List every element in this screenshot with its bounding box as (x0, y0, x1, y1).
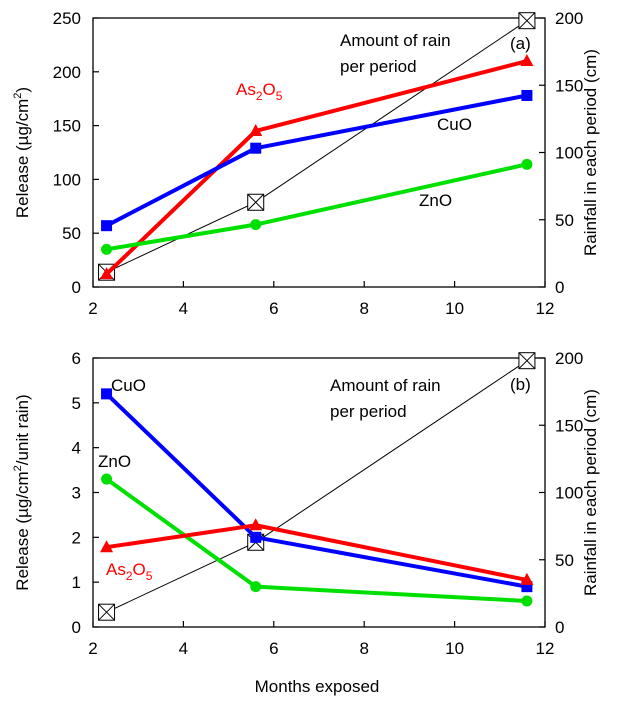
y2-tick-label: 150 (555, 416, 583, 435)
point-cuo (521, 89, 533, 101)
series-label-cuo: CuO (111, 376, 146, 395)
point-zno (250, 219, 262, 231)
y-tick-label: 250 (53, 9, 81, 28)
y-tick-label: 3 (72, 484, 81, 503)
point-as2o5 (520, 572, 534, 585)
y2-tick-label: 50 (555, 211, 574, 230)
rain-annotation: Amount of rain (340, 31, 451, 50)
x-tick-label: 12 (536, 299, 555, 318)
x-tick-label: 2 (88, 639, 97, 658)
y-tick-label: 0 (72, 278, 81, 297)
x-axis-label: Months exposed (255, 677, 380, 696)
point-zno (250, 581, 262, 593)
point-as2o5 (520, 54, 534, 67)
x-tick-label: 8 (359, 639, 368, 658)
y2-axis-label: Rainfall in each period (cm) (581, 389, 600, 596)
panel-label: (a) (510, 34, 531, 53)
point-zno (521, 158, 533, 170)
y2-tick-label: 100 (555, 144, 583, 163)
y-tick-label: 100 (53, 170, 81, 189)
x-tick-label: 4 (179, 299, 188, 318)
series-line-as2o5 (106, 523, 528, 582)
x-tick-label: 6 (269, 299, 278, 318)
y-tick-label: 50 (62, 224, 81, 243)
rain-marker-cross (98, 603, 115, 621)
x-tick-label: 4 (179, 639, 188, 658)
point-zno (101, 473, 113, 485)
point-as2o5 (249, 518, 263, 531)
y-tick-label: 200 (53, 63, 81, 82)
y2-tick-label: 150 (555, 76, 583, 95)
chart-panel-a: 2 4 6 8 10 12050100150200250050100150200Relea… (12, 9, 600, 318)
rain-annotation: per period (340, 57, 417, 76)
x-tick-label: 2 (88, 299, 97, 318)
point-as2o5 (100, 540, 114, 553)
y-axis-label: Release (µg/cm2/unit rain) (12, 394, 32, 590)
series-line-zno (106, 162, 528, 252)
y-tick-label: 1 (72, 573, 81, 592)
series-label-zno: ZnO (419, 191, 452, 210)
point-cuo (101, 220, 113, 232)
y2-tick-label: 200 (555, 349, 583, 368)
point-zno (521, 595, 533, 607)
point-cuo (250, 531, 262, 543)
y-tick-label: 4 (72, 439, 81, 458)
series-label-as2o5: As2O5 (106, 560, 153, 583)
x-tick-label: 8 (359, 299, 368, 318)
y-tick-label: 5 (72, 394, 81, 413)
y2-tick-label: 200 (555, 9, 583, 28)
rain-marker-cross (247, 193, 265, 211)
y-axis-label: Release (µg/cm2) (12, 87, 32, 218)
point-cuo (101, 388, 113, 400)
y2-tick-label: 50 (555, 551, 574, 570)
x-tick-label: 6 (269, 639, 278, 658)
point-cuo (521, 581, 533, 593)
x-tick-label: 10 (445, 639, 464, 658)
y-tick-label: 2 (72, 528, 81, 547)
y2-tick-label: 0 (555, 618, 564, 637)
rain-marker-cross (518, 352, 536, 370)
rain-annotation: per period (330, 402, 407, 421)
point-cuo (250, 142, 262, 154)
point-as2o5 (100, 267, 114, 280)
series-label-cuo: CuO (437, 115, 472, 134)
y-tick-label: 6 (72, 349, 81, 368)
y-tick-label: 150 (53, 117, 81, 136)
y2-tick-label: 0 (555, 278, 564, 297)
y2-axis-label: Rainfall in each period (cm) (581, 49, 600, 256)
x-tick-label: 10 (445, 299, 464, 318)
x-tick-label: 12 (536, 639, 555, 658)
series-line-cuo (105, 392, 528, 589)
y2-tick-label: 100 (555, 484, 583, 503)
panel-label: (b) (510, 375, 531, 394)
series-label-as2o5: As2O5 (236, 80, 283, 103)
series-line-rain (106, 20, 528, 273)
point-zno (101, 243, 113, 255)
y-tick-label: 0 (72, 618, 81, 637)
rain-marker-cross (518, 12, 536, 30)
point-as2o5 (249, 123, 263, 136)
series-label-zno: ZnO (98, 452, 131, 471)
rain-annotation: Amount of rain (330, 376, 441, 395)
